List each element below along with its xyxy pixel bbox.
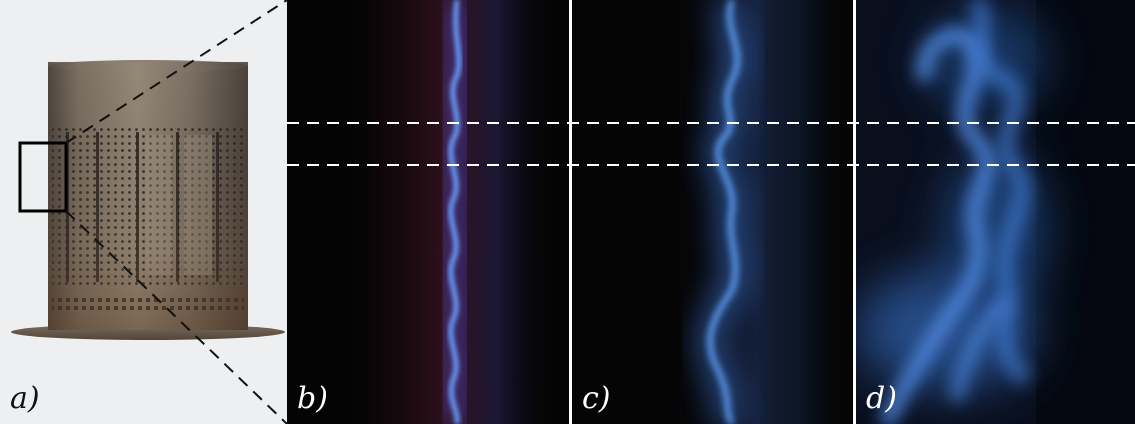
panel-label-d: d) (866, 381, 897, 416)
panel-label-c: c) (582, 381, 611, 416)
flame-front-d (878, 27, 996, 424)
burner-photo-panel: a) (0, 0, 287, 424)
flame-photo-c (662, 0, 852, 424)
panel-label-b: b) (297, 381, 328, 416)
flame-image-b: b) (287, 0, 569, 424)
zoom-region-box (18, 141, 68, 213)
flame-front-c (707, 0, 741, 424)
flame-photo-d (856, 0, 1135, 424)
flame-front-b (448, 0, 462, 424)
panel-label-a: a) (10, 381, 40, 416)
flame-photo-b (357, 0, 557, 424)
flame-image-d: d) (856, 0, 1135, 424)
burner-photo (11, 60, 285, 340)
flame-image-c: c) (572, 0, 853, 424)
